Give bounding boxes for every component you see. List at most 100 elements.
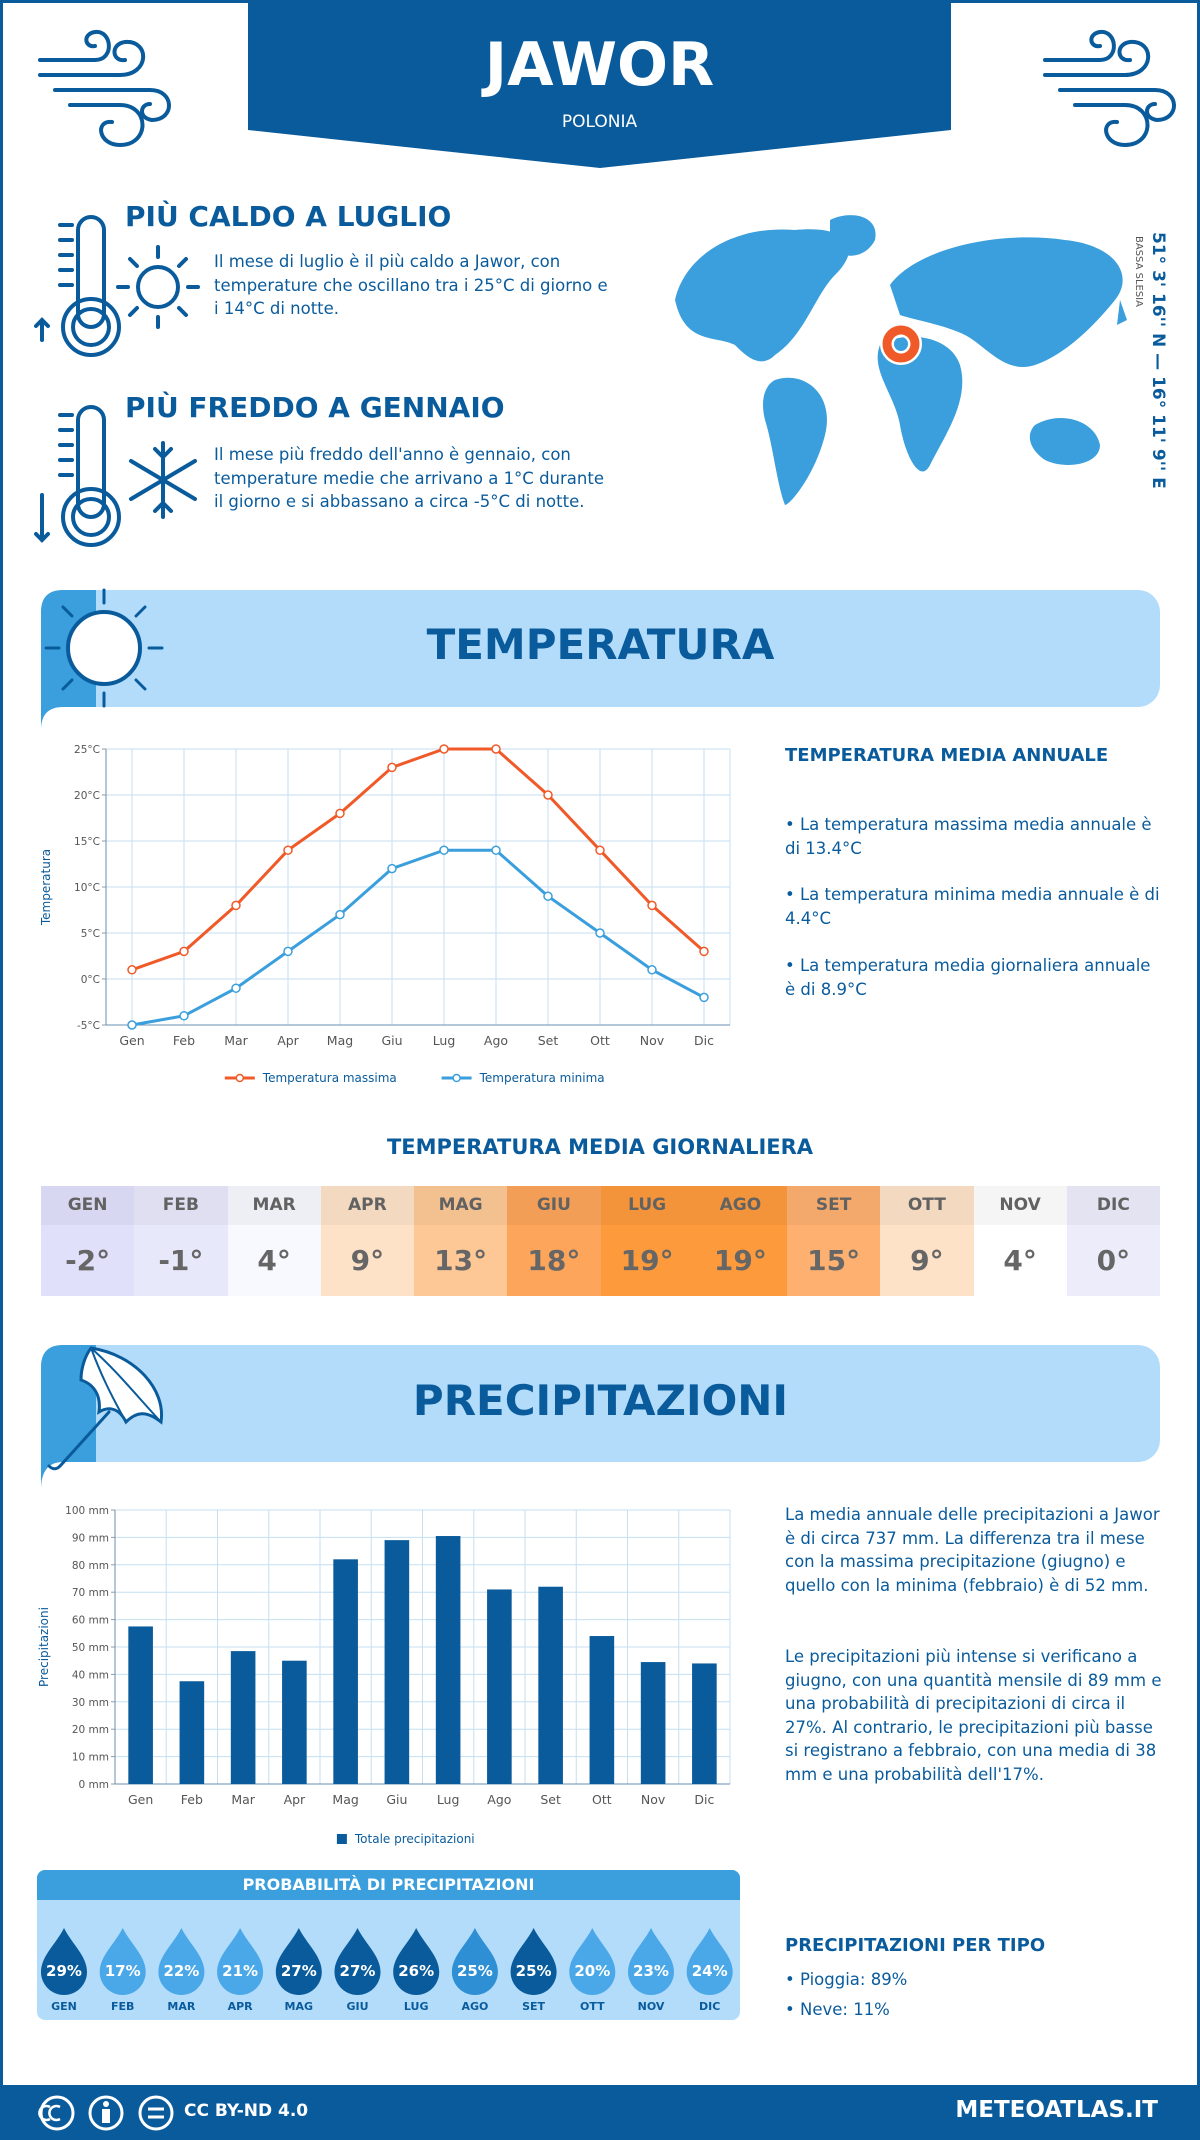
y-tick-label: -5°C xyxy=(77,1020,100,1032)
section-banner xyxy=(41,590,1160,707)
probability-label: 21% xyxy=(222,1962,258,1980)
section-banner xyxy=(41,1345,1160,1462)
daily-column: MAG 13° xyxy=(414,1186,508,1296)
x-tick-label: Mag xyxy=(332,1792,358,1807)
x-tick-label: Mar xyxy=(231,1792,255,1807)
drop xyxy=(510,1928,557,1995)
drop xyxy=(628,1928,674,1995)
world-map xyxy=(675,215,1127,505)
x-tick-label: Gen xyxy=(128,1792,153,1807)
bar xyxy=(640,1662,666,1784)
summary-item: • La temperatura massima media annuale è… xyxy=(785,815,1152,858)
daily-month: OTT xyxy=(880,1186,974,1225)
x-tick-label: Ott xyxy=(590,1033,610,1048)
point xyxy=(335,808,345,819)
daily-month: MAR xyxy=(227,1186,321,1225)
x-tick-label: Lug xyxy=(437,1792,460,1807)
header-banner xyxy=(248,0,951,168)
bar xyxy=(179,1681,205,1784)
coordinates: 51° 3' 16'' N — 16° 11' 9'' E xyxy=(1148,232,1168,489)
legend-swatch xyxy=(336,1834,347,1844)
bar xyxy=(230,1651,256,1784)
bar xyxy=(692,1663,717,1784)
point xyxy=(335,909,345,920)
fact-text: Il mese più freddo dell'anno è gennaio, … xyxy=(214,445,604,511)
summary-title: TEMPERATURA MEDIA ANNUALE xyxy=(785,745,1109,766)
site-name[interactable]: METEOATLAS.IT xyxy=(955,2097,1158,2123)
daily-value: 13° xyxy=(414,1225,508,1296)
probability-month: APR xyxy=(228,2000,254,2013)
summary-item: • La temperatura media giornaliera annua… xyxy=(785,956,1151,999)
probability-label: 29% xyxy=(46,1962,82,1980)
x-tick-label: Apr xyxy=(284,1792,306,1807)
probability-label: 22% xyxy=(163,1962,199,1980)
daily-month: MAG xyxy=(414,1186,508,1225)
series-line xyxy=(131,848,705,1027)
daily-month: NOV xyxy=(973,1186,1067,1225)
daily-month: SET xyxy=(787,1186,881,1225)
probability-month: NOV xyxy=(638,2000,665,2013)
daily-column: NOV 4° xyxy=(973,1186,1067,1296)
x-tick-label: Gen xyxy=(119,1033,144,1048)
y-tick-label: 25°C xyxy=(74,744,100,756)
x-tick-label: Ago xyxy=(484,1033,508,1048)
probability-month: AGO xyxy=(461,2000,488,2013)
y-tick-label: 15°C xyxy=(74,836,100,848)
y-tick-label: 60 mm xyxy=(72,1615,109,1627)
probability-label: 17% xyxy=(105,1962,141,1980)
point xyxy=(387,762,397,773)
point xyxy=(491,744,501,754)
daily-column: LUG 19° xyxy=(600,1186,694,1296)
probability-month: GIU xyxy=(346,2000,368,2013)
daily-column: SET 15° xyxy=(787,1186,881,1296)
point xyxy=(699,992,709,1003)
daily-column: APR 9° xyxy=(320,1186,414,1296)
probability-label: 25% xyxy=(516,1962,552,1980)
x-tick-label: Feb xyxy=(181,1792,203,1807)
y-tick-label: 100 mm xyxy=(65,1505,109,1517)
daily-month: GEN xyxy=(41,1186,135,1225)
daily-month: LUG xyxy=(600,1186,694,1225)
types-item: • Pioggia: 89% xyxy=(785,1970,908,1989)
bar xyxy=(333,1559,358,1784)
drop xyxy=(217,1928,264,1995)
license: CC BY-ND 4.0 xyxy=(184,2101,309,2121)
point xyxy=(595,928,605,938)
drop xyxy=(275,1928,322,1995)
probability-label: 23% xyxy=(633,1962,669,1980)
series-line xyxy=(131,747,705,972)
x-tick-label: Ott xyxy=(592,1792,612,1807)
probability-label: 24% xyxy=(692,1962,728,1980)
wind-icon-right xyxy=(1043,30,1176,148)
bar xyxy=(384,1540,410,1784)
daily-value: 9° xyxy=(320,1225,414,1296)
precipitation-text: La media annuale delle precipitazioni a … xyxy=(785,1505,1160,1595)
y-tick-label: 0 mm xyxy=(79,1779,109,1791)
bar xyxy=(128,1626,153,1784)
legend-label: Totale precipitazioni xyxy=(354,1832,475,1846)
point xyxy=(127,965,137,975)
point xyxy=(595,845,605,855)
daily-column: GIU 18° xyxy=(507,1186,601,1296)
daily-value: 19° xyxy=(693,1225,787,1296)
bar xyxy=(435,1536,461,1784)
y-tick-label: 70 mm xyxy=(72,1587,109,1599)
point xyxy=(543,891,553,901)
probability-month: MAG xyxy=(285,2000,314,2013)
drop xyxy=(569,1928,616,1995)
daily-value: 4° xyxy=(973,1225,1067,1296)
x-tick-label: Lug xyxy=(433,1033,456,1048)
probability-month: LUG xyxy=(404,2000,429,2013)
point xyxy=(439,845,449,855)
x-tick-label: Set xyxy=(538,1033,559,1048)
x-tick-label: Giu xyxy=(386,1792,407,1807)
point xyxy=(283,946,293,957)
point xyxy=(699,946,709,957)
daily-column: MAR 4° xyxy=(227,1186,321,1296)
probability-month: OTT xyxy=(580,2000,605,2013)
bar xyxy=(487,1589,512,1784)
fact-text: Il mese di luglio è il più caldo a Jawor… xyxy=(214,252,608,318)
probability-label: 20% xyxy=(574,1962,610,1980)
y-tick-label: 90 mm xyxy=(72,1532,109,1544)
